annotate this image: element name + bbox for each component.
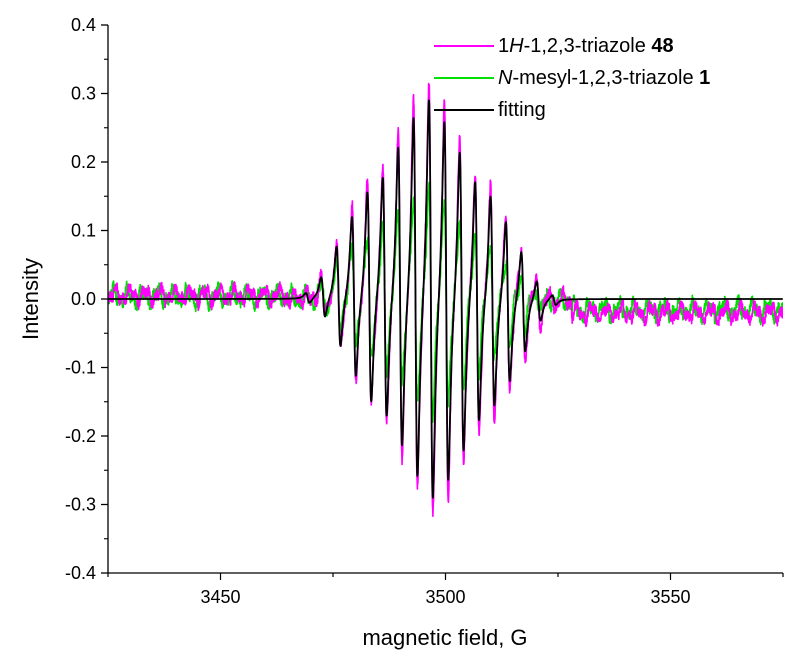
- y-tick-label: 0.4: [71, 15, 96, 35]
- y-tick-label: 0.1: [71, 221, 96, 241]
- legend-label: N-mesyl-1,2,3-triazole 1: [498, 67, 710, 89]
- y-axis-title: Intensity: [18, 258, 43, 340]
- y-tick-label: -0.3: [65, 495, 96, 515]
- x-tick-label: 3450: [200, 587, 240, 607]
- x-tick-label: 3500: [425, 587, 465, 607]
- y-tick-label: 0.2: [71, 152, 96, 172]
- y-tick-label: -0.2: [65, 426, 96, 446]
- x-tick-label: 3550: [650, 587, 690, 607]
- legend-label: fitting: [498, 99, 546, 121]
- series-layer: [108, 82, 783, 517]
- y-tick-label: 0.0: [71, 289, 96, 309]
- y-tick-label: -0.1: [65, 358, 96, 378]
- series-line-fitting: [108, 99, 783, 499]
- legend: 1H-1,2,3-triazole 48 N-mesyl-1,2,3-triazo…: [434, 35, 710, 121]
- y-tick-label: 0.3: [71, 84, 96, 104]
- y-tick-label: -0.4: [65, 563, 96, 583]
- axes: -0.4 -0.3 -0.2 -0.1 0.0 0.1 0.2 0.3 0.4 3450 3500 3…: [65, 15, 784, 607]
- x-axis-title: magnetic field, G: [362, 625, 527, 650]
- legend-label: 1H-1,2,3-triazole 48: [498, 35, 674, 57]
